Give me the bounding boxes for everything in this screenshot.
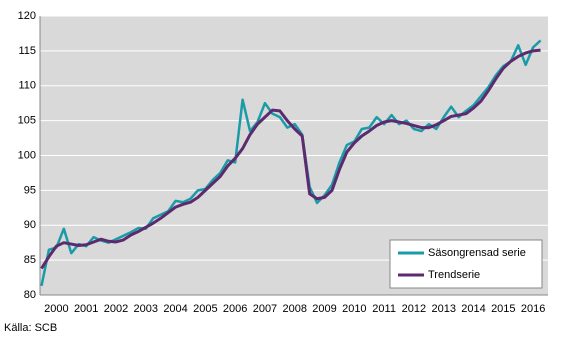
y-tick-label: 80	[24, 289, 36, 301]
y-tick-label: 90	[24, 219, 36, 231]
y-tick-label: 105	[18, 115, 36, 127]
legend-label: Säsongrensad serie	[428, 247, 526, 259]
x-tick-label: 2015	[491, 303, 515, 315]
x-tick-label: 2002	[104, 303, 128, 315]
x-tick-label: 2007	[253, 303, 277, 315]
x-tick-label: 2003	[134, 303, 158, 315]
y-tick-label: 120	[18, 10, 36, 22]
x-tick-label: 2004	[163, 303, 187, 315]
x-tick-label: 2012	[402, 303, 426, 315]
x-tick-label: 2013	[431, 303, 455, 315]
y-tick-label: 85	[24, 254, 36, 266]
x-tick-label: 2009	[312, 303, 336, 315]
legend-box	[389, 239, 543, 289]
y-tick-label: 110	[18, 80, 36, 92]
x-tick-label: 2006	[223, 303, 247, 315]
source: Källa: SCB	[4, 322, 57, 334]
legend-label: Trendserie	[428, 269, 480, 281]
x-tick-label: 2000	[44, 303, 68, 315]
x-tick-label: 2005	[193, 303, 217, 315]
series-line	[40, 48, 541, 270]
x-tick-label: 2008	[283, 303, 307, 315]
y-tick-label: 100	[18, 149, 36, 161]
x-tick-label: 2011	[372, 303, 396, 315]
x-tick-label: 2010	[342, 303, 366, 315]
y-tick-label: 115	[18, 45, 36, 57]
x-tick-label: 2001	[74, 303, 98, 315]
x-tick-label: 2016	[521, 303, 545, 315]
x-tick-label: 2014	[461, 303, 485, 315]
y-tick-label: 95	[24, 184, 36, 196]
